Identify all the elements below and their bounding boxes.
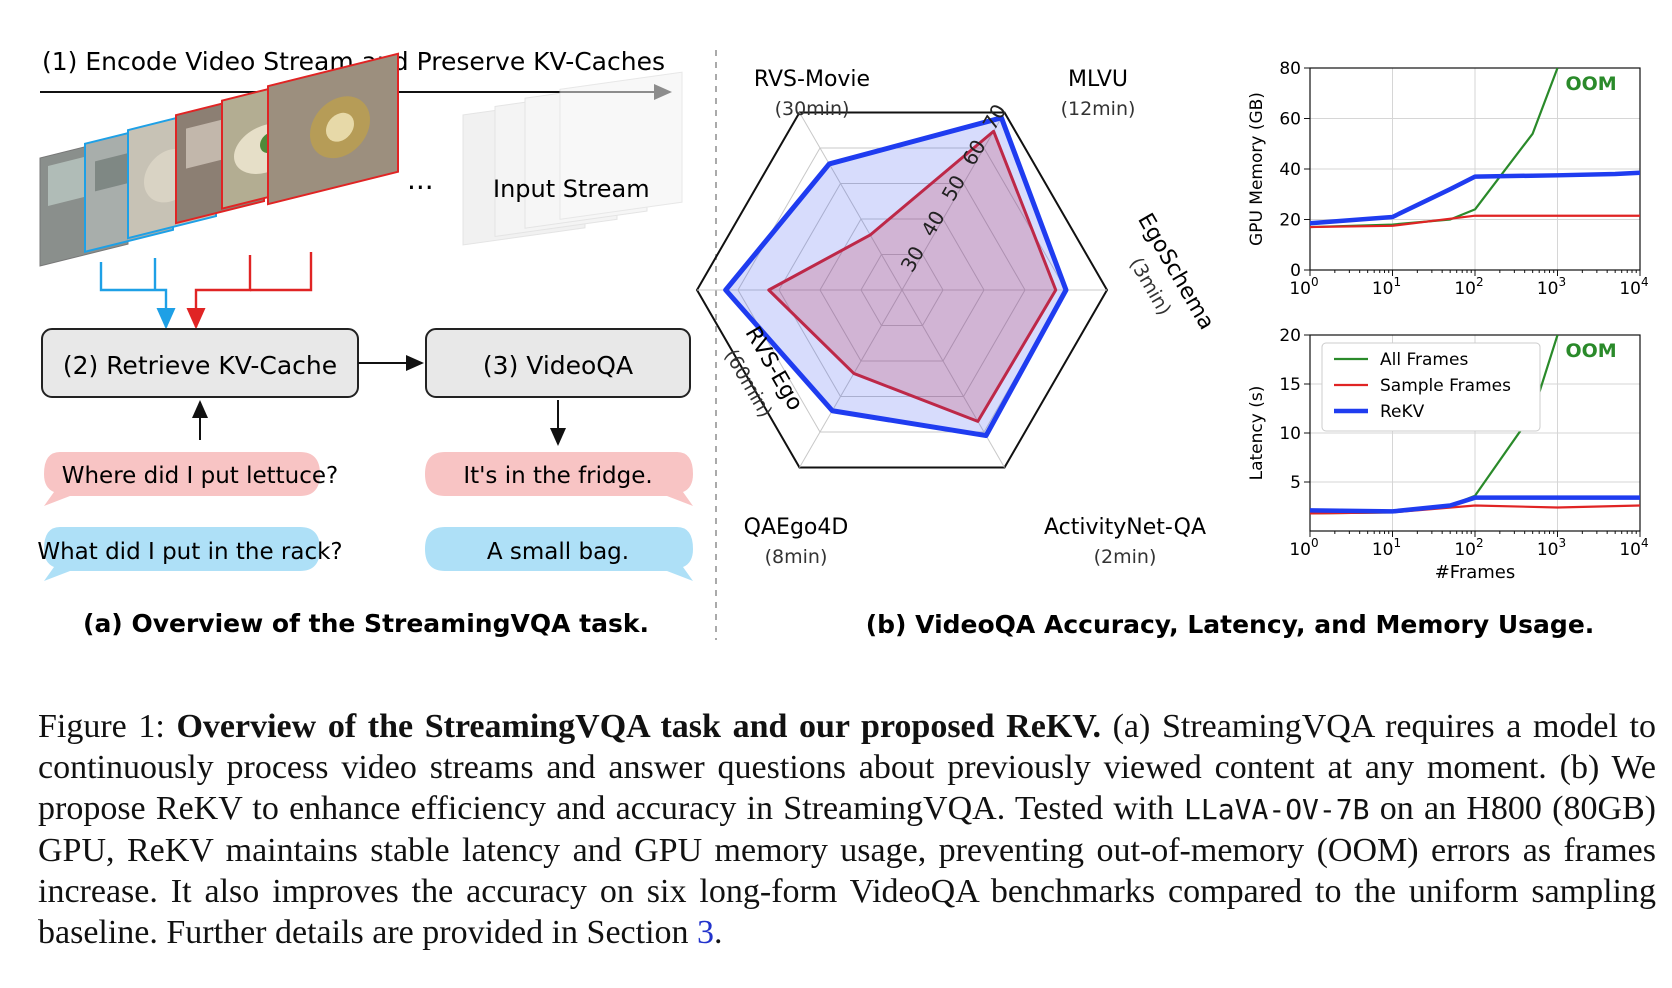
x-tick-label: 102 <box>1454 275 1483 299</box>
y-tick-label: 15 <box>1279 375 1301 395</box>
memory-chart: 0 20 40 60 80 100 101 102 103 104 GPU Memory (GB) O… <box>1247 59 1649 299</box>
legend <box>1321 342 1541 432</box>
radar-spoke <box>901 112 1005 291</box>
step2-label: (2) Retrieve KV-Cache <box>63 351 337 380</box>
radar-series-rekv <box>723 115 1069 439</box>
x-tick-label: 102 <box>1454 536 1483 560</box>
y-tick-label: 80 <box>1279 59 1301 79</box>
x-tick-label: 103 <box>1537 275 1566 299</box>
series-line-rekv <box>1310 170 1640 226</box>
x-tick-label: 104 <box>1619 275 1648 299</box>
x-tick-label: 101 <box>1372 536 1401 560</box>
caption-model: LLaVA-OV-7B <box>1184 793 1370 826</box>
blue-connector <box>99 262 176 330</box>
x-tick-label: 100 <box>1289 536 1318 560</box>
question-bubble-2 <box>44 527 320 581</box>
radar-series-sample-frames <box>767 129 1058 423</box>
red-connector <box>186 255 252 330</box>
radar-axis-label: QAEgo4D (8min) <box>744 515 849 568</box>
radar-axis-duration: (12min) <box>1061 98 1136 120</box>
radar-axis-label: ActivityNet-QA (2min) <box>1044 515 1206 568</box>
x-tick-label: 100 <box>1289 275 1318 299</box>
question-bubble-1 <box>44 452 320 506</box>
section-link[interactable]: 3 <box>697 914 715 951</box>
radar-axis-name: MLVU <box>1068 67 1128 92</box>
answer2-text: A small bag. <box>487 539 629 565</box>
radar-axis-label: MLVU (12min) <box>1061 67 1136 120</box>
answer-bubble-2 <box>425 527 693 581</box>
y-tick-label: 40 <box>1279 160 1301 180</box>
latency-chart: 5 10 15 20 100 101 102 103 104 Latency (s) #Frames… <box>1247 326 1649 583</box>
answer-bubble-1 <box>425 452 693 506</box>
panel-a: (1) Encode Video Stream and Preserve KV-… <box>37 47 693 638</box>
radar-axis-name: QAEgo4D <box>744 515 849 540</box>
series-line-rekv <box>1310 495 1640 514</box>
panel-b-caption: (b) VideoQA Accuracy, Latency, and Memor… <box>866 610 1595 639</box>
caption-title: Overview of the StreamingVQA task and ou… <box>176 708 1101 745</box>
input-stream-label: Input Stream <box>493 175 650 203</box>
caption-text-1: (a) StreamingVQA requires a model to con… <box>38 708 1656 827</box>
x-tick-label: 104 <box>1619 536 1648 560</box>
radar-axis-duration: (2min) <box>1094 546 1157 568</box>
oom-annotation: OOM <box>1566 340 1617 362</box>
caption-text-2: on an H800 (80GB) GPU, ReKV maintains st… <box>38 790 1656 951</box>
oom-annotation: OOM <box>1566 73 1617 95</box>
ellipsis: ··· <box>407 171 434 204</box>
question2-text: What did I put in the rack? <box>37 539 342 565</box>
radar-spoke <box>799 289 903 468</box>
series-line-sample-frames <box>1310 214 1640 229</box>
radar-axis-label: RVS-Movie (30min) <box>754 67 870 120</box>
videoqa-box <box>425 328 691 398</box>
panel-a-caption: (a) Overview of the StreamingVQA task. <box>83 609 649 638</box>
legend-label: All Frames <box>1380 350 1468 370</box>
x-axis-label: #Frames <box>1435 562 1516 583</box>
question1-text: Where did I put lettuce? <box>62 463 339 489</box>
series-line-all-frames <box>1310 68 1559 229</box>
y-tick-label: 60 <box>1279 110 1301 130</box>
radar-spoke <box>901 289 1005 468</box>
y-tick-label: 20 <box>1279 211 1301 231</box>
y-axis-label: Latency (s) <box>1247 386 1267 481</box>
x-tick-label: 101 <box>1372 275 1401 299</box>
radar-axis-label: EgoSchema(3min) <box>1125 209 1219 334</box>
radar-axis-name: RVS-Movie <box>754 67 870 92</box>
radar-spoke <box>799 112 903 291</box>
x-tick-label: 103 <box>1537 536 1566 560</box>
y-tick-label: 5 <box>1290 473 1301 493</box>
y-tick-label: 0 <box>1290 261 1301 281</box>
video-frames: ··· Input Stream <box>39 52 683 267</box>
legend-label: Sample Frames <box>1380 376 1511 396</box>
radar-axis-duration: (30min) <box>775 98 850 120</box>
figure-panels: (1) Encode Video Stream and Preserve KV-… <box>37 47 1649 640</box>
y-axis-label: GPU Memory (GB) <box>1247 92 1267 246</box>
step3-label: (3) VideoQA <box>483 351 633 380</box>
y-tick-label: 10 <box>1279 424 1301 444</box>
y-tick-label: 20 <box>1279 326 1301 346</box>
caption-label: Figure 1: <box>38 708 165 745</box>
radar-axis-duration: (8min) <box>765 546 828 568</box>
figure-caption: Figure 1: Overview of the StreamingVQA t… <box>38 706 1656 953</box>
caption-end: . <box>714 914 723 951</box>
answer1-text: It's in the fridge. <box>463 463 652 489</box>
radar-axis-name: ActivityNet-QA <box>1044 515 1206 540</box>
legend-label: ReKV <box>1380 402 1425 422</box>
